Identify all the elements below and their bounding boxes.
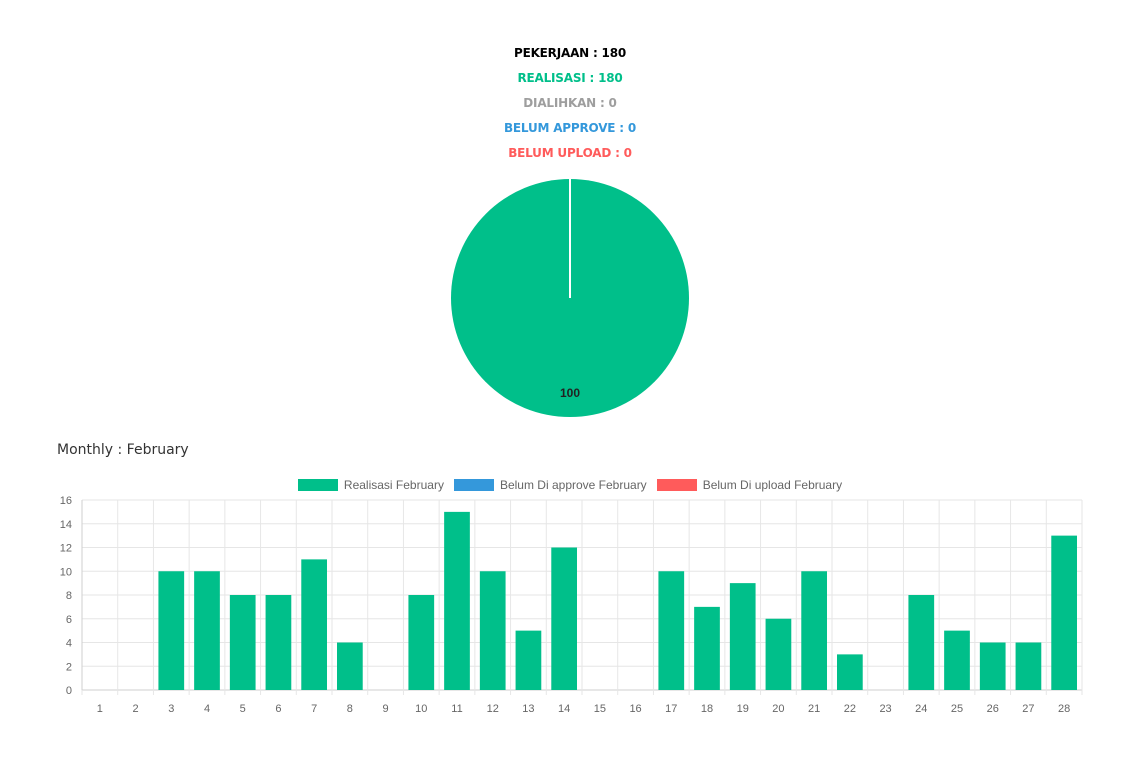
bar[interactable] (658, 571, 685, 690)
x-tick-label: 28 (1058, 703, 1070, 715)
y-tick-label: 14 (60, 519, 72, 531)
x-tick-label: 6 (275, 703, 281, 715)
x-tick-label: 12 (487, 703, 499, 715)
y-tick-label: 4 (66, 638, 72, 650)
bar[interactable] (765, 618, 792, 690)
summary-block: PEKERJAAN : 180 REALISASI : 180 DIALIHKA… (0, 43, 1140, 168)
y-tick-label: 10 (60, 566, 72, 578)
x-tick-label: 25 (951, 703, 963, 715)
x-tick-label: 18 (701, 703, 713, 715)
x-tick-label: 2 (133, 703, 139, 715)
pie-slice-label: 100 (560, 386, 580, 400)
bar[interactable] (694, 606, 720, 690)
bar[interactable] (265, 595, 292, 690)
legend-label: Belum Di upload February (702, 478, 843, 492)
legend-item[interactable]: Belum Di approve February (453, 477, 647, 493)
x-tick-label: 20 (772, 703, 784, 715)
x-tick-label: 17 (665, 703, 677, 715)
summary-realisasi: REALISASI : 180 (517, 71, 623, 85)
x-tick-label: 14 (558, 703, 570, 715)
bar[interactable] (515, 630, 542, 690)
bar[interactable] (479, 571, 506, 690)
x-tick-label: 24 (915, 703, 927, 715)
bar[interactable] (444, 511, 470, 690)
summary-dialihkan: DIALIHKAN : 0 (523, 96, 617, 110)
legend-swatch (453, 479, 494, 491)
bar[interactable] (801, 571, 827, 690)
legend-label: Realisasi February (343, 478, 444, 492)
legend-swatch (656, 479, 697, 491)
bar[interactable] (729, 583, 756, 690)
x-tick-label: 21 (808, 703, 820, 715)
bar[interactable] (301, 559, 327, 690)
pie-chart: 100 (451, 179, 689, 417)
x-tick-label: 11 (451, 703, 462, 715)
x-tick-label: 3 (168, 703, 174, 715)
bar[interactable] (908, 595, 935, 690)
x-tick-label: 5 (240, 703, 246, 715)
bar[interactable] (158, 571, 185, 690)
bar[interactable] (837, 654, 863, 690)
bar[interactable] (1051, 535, 1077, 690)
summary-belum-approve: BELUM APPROVE : 0 (503, 121, 636, 135)
bar[interactable] (408, 595, 435, 690)
x-tick-label: 9 (383, 703, 389, 715)
x-tick-label: 13 (522, 703, 534, 715)
x-tick-label: 27 (1022, 703, 1034, 715)
y-tick-label: 0 (66, 685, 72, 697)
bar[interactable] (337, 642, 363, 691)
summary-pekerjaan: PEKERJAAN : 180 (513, 46, 626, 60)
x-tick-label: 19 (737, 703, 749, 715)
x-tick-label: 15 (594, 703, 606, 715)
x-tick-label: 1 (97, 703, 103, 715)
x-tick-label: 26 (987, 703, 999, 715)
legend-item[interactable]: Belum Di upload February (656, 477, 843, 493)
x-tick-label: 7 (311, 703, 317, 715)
y-tick-label: 6 (66, 614, 72, 626)
bar[interactable] (194, 571, 220, 690)
y-tick-label: 12 (60, 543, 72, 555)
bar[interactable] (1015, 642, 1042, 691)
bar[interactable] (944, 630, 970, 690)
x-tick-label: 4 (204, 703, 210, 715)
bar[interactable] (229, 595, 256, 690)
monthly-title: Monthly : February (57, 442, 189, 458)
y-tick-label: 2 (66, 661, 72, 673)
x-tick-label: 16 (629, 703, 641, 715)
bar[interactable] (979, 642, 1006, 691)
x-tick-label: 23 (879, 703, 891, 715)
legend-item[interactable]: Realisasi February (297, 477, 444, 493)
y-tick-label: 16 (60, 495, 72, 507)
x-tick-label: 22 (844, 703, 856, 715)
x-tick-label: 10 (415, 703, 427, 715)
bar[interactable] (551, 547, 577, 691)
y-tick-label: 8 (66, 590, 72, 602)
x-tick-label: 8 (347, 703, 353, 715)
chart-legend: Realisasi February Belum Di approve Febru… (0, 477, 1140, 493)
legend-label: Belum Di approve February (499, 478, 647, 492)
summary-belum-upload: BELUM UPLOAD : 0 (508, 146, 632, 160)
legend-swatch (297, 479, 338, 491)
